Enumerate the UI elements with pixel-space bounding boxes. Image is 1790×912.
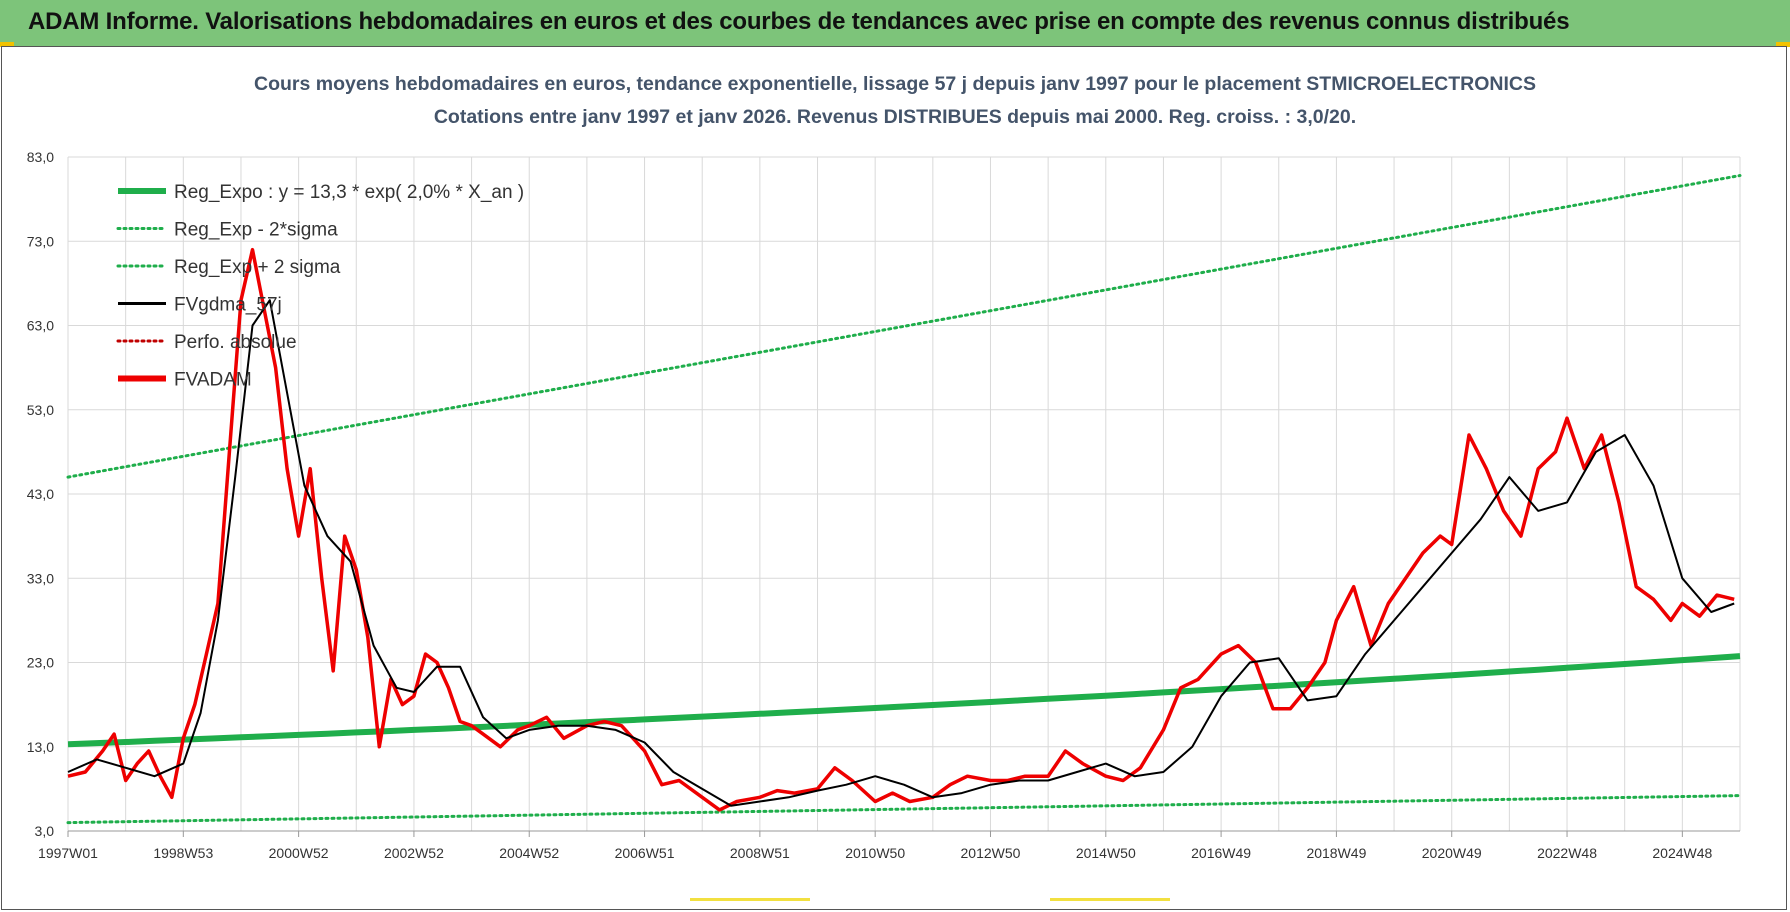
grid-lines	[67, 156, 1741, 832]
series-fvgdma-57j	[67, 299, 1735, 807]
x-axis-tick-labels: 1997W01 1998W53 2000W52 2002W52 2004W52 2006W…	[38, 831, 1713, 861]
x-tick-label: 2010W50	[845, 845, 905, 861]
series-reg-minus-2sigma	[66, 794, 1742, 825]
x-tick-label: 2024W48	[1652, 845, 1712, 861]
legend-label: Reg_Expo : y = 13,3 * exp( 2,0% * X_an )	[174, 182, 524, 203]
x-tick-label: 2004W52	[499, 845, 559, 861]
x-tick-label: 2012W50	[961, 845, 1021, 861]
x-tick-label: 2014W50	[1076, 845, 1136, 861]
x-tick-label: 2000W52	[269, 845, 329, 861]
y-tick-label: 43,0	[27, 486, 54, 502]
x-tick-label: 1998W53	[153, 845, 213, 861]
x-tick-label: 2008W51	[730, 845, 790, 861]
y-tick-label: 53,0	[27, 402, 54, 418]
x-tick-label: 2020W49	[1422, 845, 1482, 861]
legend-label: Reg_Exp + 2 sigma	[174, 257, 341, 278]
bottom-accent-bar-1	[690, 898, 810, 901]
corner-marker-left	[0, 42, 14, 47]
x-tick-label: 2018W49	[1306, 845, 1366, 861]
series-reg-expo	[67, 653, 1741, 748]
y-tick-label: 83,0	[27, 149, 54, 165]
series-lines	[66, 174, 1742, 825]
x-tick-label: 1997W01	[38, 845, 98, 861]
corner-marker-right	[1776, 42, 1790, 47]
series-fvadam	[67, 247, 1735, 812]
x-tick-label: 2022W48	[1537, 845, 1597, 861]
series-reg-plus-2sigma	[66, 174, 1742, 479]
legend: Reg_Expo : y = 13,3 * exp( 2,0% * X_an )…	[116, 182, 524, 391]
chart-title-line1: Cours moyens hebdomadaires en euros, ten…	[254, 73, 1536, 95]
x-tick-label: 2006W51	[615, 845, 675, 861]
y-tick-label: 73,0	[27, 233, 54, 249]
legend-label: FVADAM	[174, 370, 252, 391]
legend-label: Reg_Exp - 2*sigma	[174, 220, 338, 241]
bottom-accent-bar-2	[1050, 898, 1170, 901]
legend-label: FVgdma_57j	[174, 295, 282, 316]
header-banner: ADAM Informe. Valorisations hebdomadaire…	[0, 0, 1790, 47]
x-tick-label: 2016W49	[1191, 845, 1251, 861]
x-tick-label: 2002W52	[384, 845, 444, 861]
legend-label: Perfo. absolue	[174, 332, 297, 353]
y-axis-tick-labels: 3,0 13,0 23,0 33,0 43,0 53,0 63,0 73,0 83,0	[27, 149, 54, 839]
y-tick-label: 13,0	[27, 739, 54, 755]
y-tick-label: 33,0	[27, 570, 54, 586]
chart-title-line2: Cotations entre janv 1997 et janv 2026. …	[433, 106, 1357, 128]
report-title: ADAM Informe. Valorisations hebdomadaire…	[28, 8, 1570, 35]
chart-frame	[1, 46, 1787, 910]
y-tick-label: 23,0	[27, 655, 54, 671]
y-tick-label: 3,0	[35, 823, 55, 839]
y-tick-label: 63,0	[27, 318, 54, 334]
